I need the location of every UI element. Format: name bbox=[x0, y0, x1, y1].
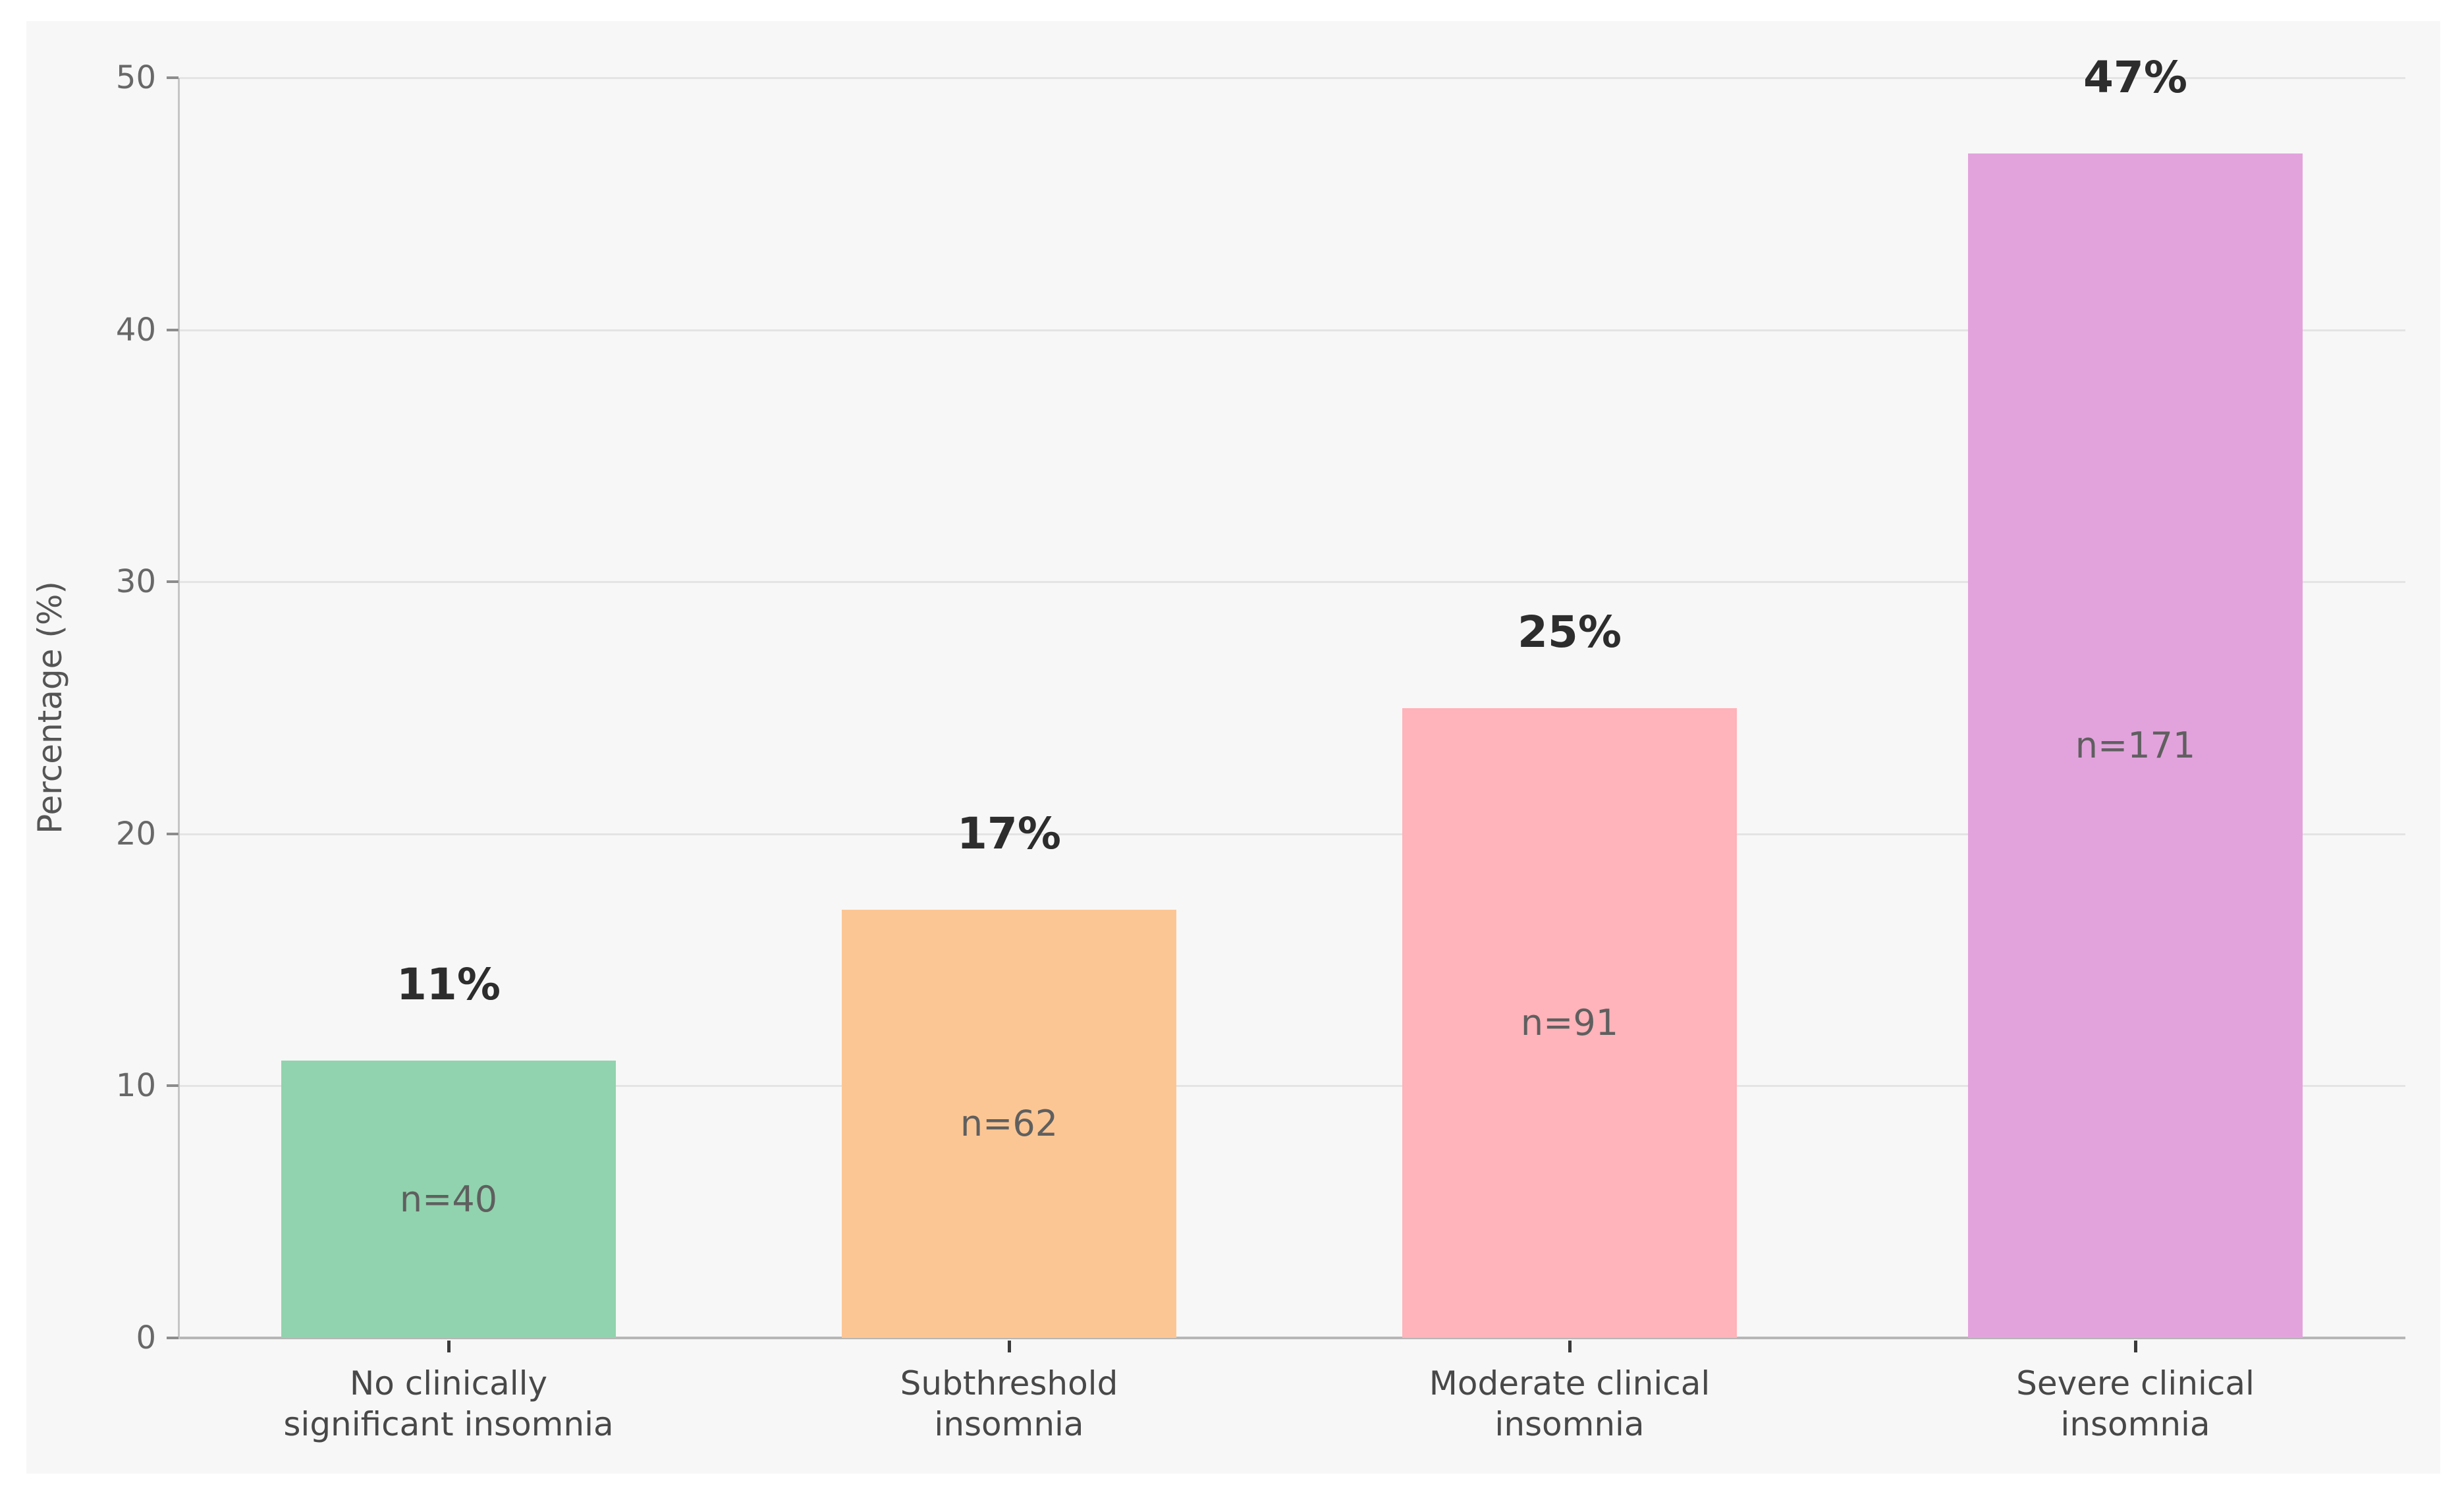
y-tick-mark-50 bbox=[167, 76, 178, 79]
plot-area: n=40 11% n=62 17% n=91 25% n=171 47% bbox=[178, 52, 2405, 1339]
y-tick-mark-10 bbox=[167, 1084, 178, 1088]
y-tick-label-50: 50 bbox=[115, 59, 156, 96]
gridline-y-20 bbox=[180, 833, 2405, 835]
y-tick-mark-0 bbox=[167, 1337, 178, 1339]
bar-value-label-1: 17% bbox=[957, 808, 1061, 859]
gridline-y-40 bbox=[180, 329, 2405, 331]
x-tick-mark-1 bbox=[1008, 1341, 1011, 1352]
y-tick-label-40: 40 bbox=[115, 311, 156, 348]
gridline-y-30 bbox=[180, 581, 2405, 584]
bar-2 bbox=[1402, 707, 1737, 1338]
y-tick-label-30: 30 bbox=[115, 563, 156, 601]
x-axis-line bbox=[180, 1337, 2405, 1339]
gridline-y-50 bbox=[180, 77, 2405, 79]
y-tick-label-10: 10 bbox=[115, 1067, 156, 1105]
bar-3 bbox=[1968, 153, 2303, 1338]
y-tick-mark-30 bbox=[167, 580, 178, 584]
y-tick-label-20: 20 bbox=[115, 815, 156, 852]
x-tick-mark-0 bbox=[447, 1341, 451, 1352]
x-category-label-0: No clinically significant insomnia bbox=[283, 1364, 614, 1443]
bar-value-label-3: 47% bbox=[2083, 51, 2187, 103]
bar-value-label-2: 25% bbox=[1518, 606, 1622, 657]
x-category-label-2: Moderate clinical insomnia bbox=[1429, 1364, 1711, 1443]
y-axis-spine bbox=[178, 78, 180, 1339]
x-tick-mark-2 bbox=[1568, 1341, 1572, 1352]
bar-0 bbox=[281, 1061, 616, 1338]
bar-count-label-2: n=91 bbox=[1520, 1001, 1619, 1043]
y-axis-title: Percentage (%) bbox=[31, 581, 69, 834]
bar-value-label-0: 11% bbox=[397, 959, 501, 1011]
bar-1 bbox=[842, 909, 1176, 1338]
gridline-y-10 bbox=[180, 1085, 2405, 1088]
y-tick-mark-40 bbox=[167, 328, 178, 331]
bar-count-label-3: n=171 bbox=[2075, 724, 2196, 766]
x-tick-mark-3 bbox=[2134, 1341, 2137, 1352]
x-category-label-1: Subthreshold insomnia bbox=[900, 1364, 1118, 1443]
x-category-label-3: Severe clinical insomnia bbox=[2016, 1364, 2255, 1443]
bar-count-label-0: n=40 bbox=[399, 1178, 498, 1220]
bar-count-label-1: n=62 bbox=[960, 1102, 1058, 1144]
y-tick-mark-20 bbox=[167, 832, 178, 835]
y-tick-label-0: 0 bbox=[136, 1319, 156, 1356]
